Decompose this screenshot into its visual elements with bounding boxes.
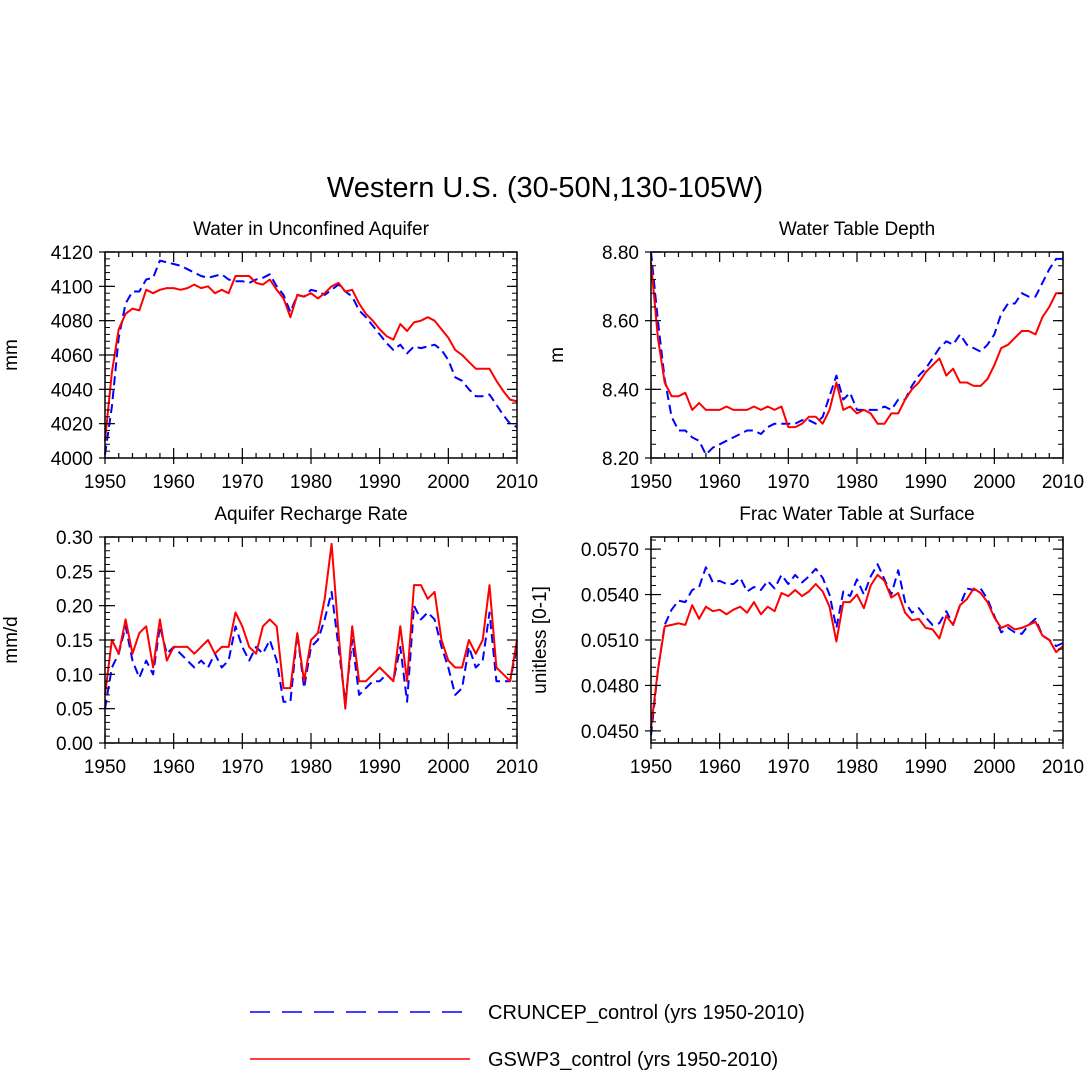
panel-title: Water in Unconfined Aquifer — [193, 219, 430, 240]
x-tick-label: 1950 — [630, 472, 672, 493]
x-tick-label: 1960 — [699, 472, 741, 493]
series-line-cruncep-control — [650, 563, 1064, 736]
series-line-cruncep-control — [104, 259, 518, 455]
x-tick-label: 2010 — [1042, 757, 1084, 778]
y-tick-label: 0.05 — [56, 700, 93, 721]
x-tick-label: 1980 — [290, 757, 332, 778]
x-tick-label: 1950 — [630, 757, 672, 778]
figure-title: Western U.S. (30-50N,130-105W) — [327, 172, 763, 204]
y-tick-label: 8.80 — [602, 243, 639, 264]
y-axis-label: mm — [1, 339, 22, 371]
panel-title: Frac Water Table at Surface — [739, 504, 975, 525]
panel-water-table-depth: 1950 1960 1970 1980 1990 2000 2010 8.20 8.40 8.60… — [547, 219, 1084, 493]
panel-aquifer-recharge-rate: 1950 1960 1970 1980 1990 2000 2010 0.00 0.05 0.10… — [1, 504, 538, 778]
x-tick-label: 1990 — [359, 757, 401, 778]
y-tick-label: 8.40 — [602, 380, 639, 401]
y-tick-label: 8.20 — [602, 449, 639, 470]
plot-frame — [650, 251, 1064, 459]
y-tick-label: 4100 — [51, 277, 93, 298]
y-tick-label: 0.25 — [56, 562, 93, 583]
y-tick-label: 4040 — [51, 380, 93, 401]
legend: CRUNCEP_control (yrs 1950-2010) GSWP3_co… — [250, 1002, 805, 1071]
y-tick-label: 8.60 — [602, 312, 639, 333]
x-tick-label: 1970 — [221, 757, 263, 778]
series-line-gswp3-control — [650, 262, 1063, 429]
y-tick-label: 0.30 — [56, 528, 93, 549]
series-line-cruncep-control — [104, 590, 518, 709]
y-tick-label: 4000 — [51, 449, 93, 470]
plot-frame — [104, 251, 518, 459]
panel-water-in-aquifer: 1950 1960 1970 1980 1990 2000 2010 4000 4020 4040… — [1, 219, 538, 493]
y-tick-label: 4120 — [51, 243, 93, 264]
x-tick-label: 1950 — [84, 757, 126, 778]
legend-label-gswp3: GSWP3_control (yrs 1950-2010) — [488, 1049, 778, 1071]
y-tick-label: 0.00 — [56, 734, 93, 755]
panel-title: Aquifer Recharge Rate — [214, 504, 407, 525]
x-tick-label: 1960 — [153, 757, 195, 778]
y-tick-label: 0.10 — [56, 665, 93, 686]
x-tick-label: 2000 — [973, 757, 1015, 778]
y-tick-label: 0.15 — [56, 631, 93, 652]
x-tick-label: 1980 — [290, 472, 332, 493]
y-tick-label: 0.20 — [56, 597, 93, 618]
panel-title: Water Table Depth — [779, 219, 935, 240]
y-axis-label: m — [547, 347, 568, 363]
y-tick-label: 4060 — [51, 346, 93, 367]
x-tick-label: 1990 — [359, 472, 401, 493]
x-tick-label: 1960 — [153, 472, 195, 493]
panel-frac-water-table: 1950 1960 1970 1980 1990 2000 2010 0.0450 0.0480… — [530, 504, 1084, 778]
x-tick-label: 2010 — [496, 472, 538, 493]
y-tick-label: 4080 — [51, 312, 93, 333]
series-line-gswp3-control — [104, 542, 518, 710]
y-axis-label: mm/d — [1, 616, 22, 664]
y-axis-label: unitless [0-1] — [530, 586, 551, 694]
y-tick-label: 0.0540 — [581, 586, 639, 607]
plot-frame — [650, 536, 1064, 744]
y-tick-label: 0.0510 — [581, 631, 639, 652]
x-tick-label: 1970 — [767, 472, 809, 493]
y-tick-label: 0.0450 — [581, 722, 639, 743]
x-tick-label: 2000 — [427, 472, 469, 493]
x-tick-label: 1990 — [905, 757, 947, 778]
x-tick-label: 2010 — [1042, 472, 1084, 493]
x-tick-label: 2000 — [973, 472, 1015, 493]
x-tick-label: 1980 — [836, 472, 878, 493]
y-tick-label: 0.0570 — [581, 540, 639, 561]
x-tick-label: 1960 — [699, 757, 741, 778]
x-tick-label: 1950 — [84, 472, 126, 493]
y-tick-label: 4020 — [51, 415, 93, 436]
x-tick-label: 1970 — [767, 757, 809, 778]
x-tick-label: 2000 — [427, 757, 469, 778]
series-line-cruncep-control — [650, 251, 1063, 456]
legend-label-cruncep: CRUNCEP_control (yrs 1950-2010) — [488, 1002, 805, 1024]
x-tick-label: 1980 — [836, 757, 878, 778]
x-tick-label: 1990 — [905, 472, 947, 493]
y-tick-label: 0.0480 — [581, 676, 639, 697]
x-tick-label: 2010 — [496, 757, 538, 778]
series-line-gswp3-control — [650, 573, 1064, 729]
series-line-gswp3-control — [104, 275, 518, 441]
x-tick-label: 1970 — [221, 472, 263, 493]
